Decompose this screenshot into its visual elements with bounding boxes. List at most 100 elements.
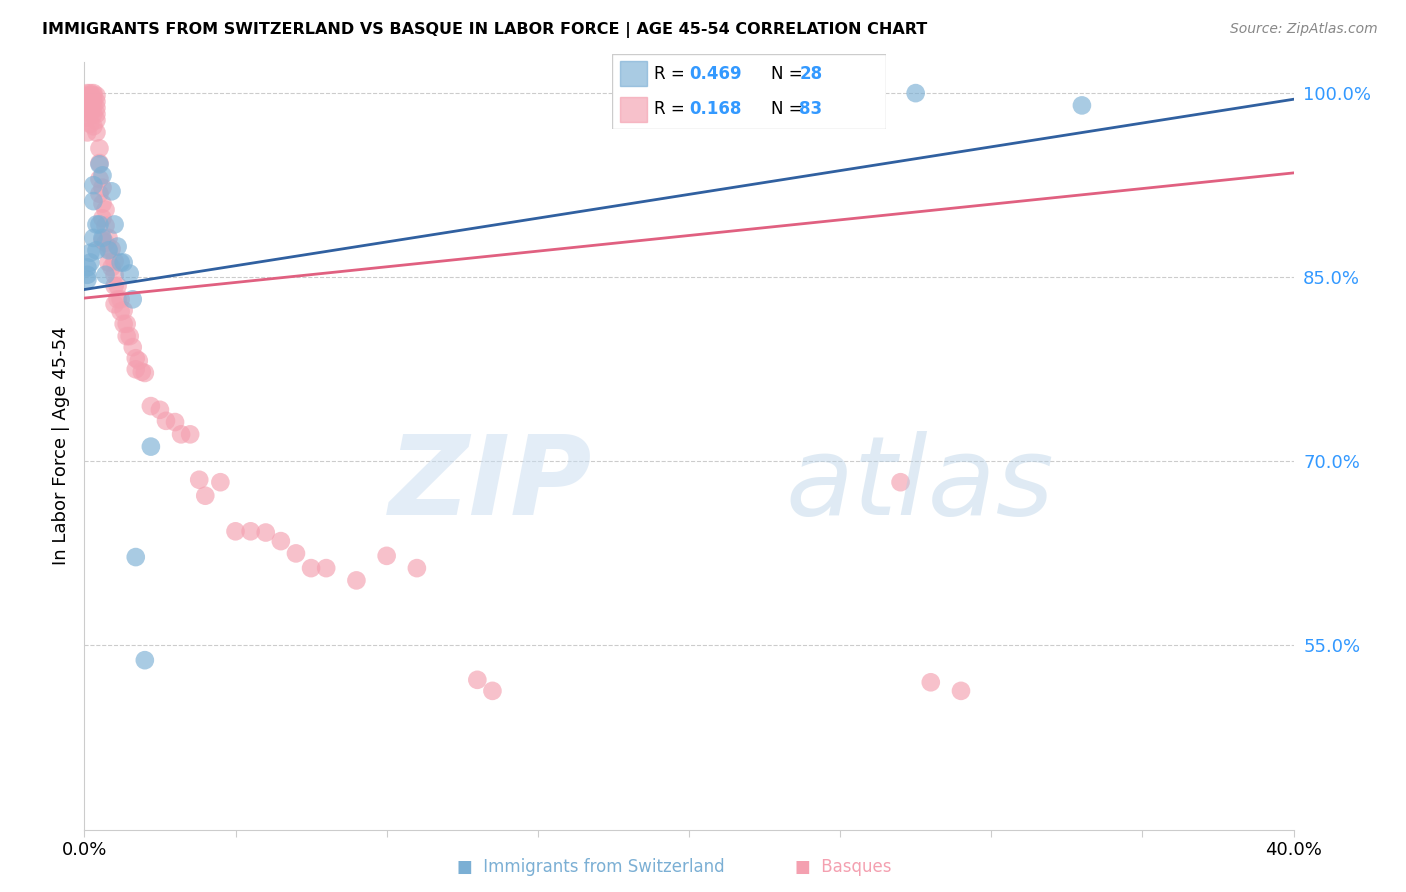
Point: [79, 95, 101, 109]
Bar: [620, 62, 647, 87]
Point: [920, 675, 942, 690]
Point: [100, 242, 122, 256]
Point: [121, 293, 143, 307]
Point: [155, 414, 177, 428]
Y-axis label: In Labor Force | Age 45-54: In Labor Force | Age 45-54: [52, 326, 70, 566]
FancyBboxPatch shape: [612, 54, 886, 129]
Point: [82, 107, 104, 121]
Point: [89, 156, 111, 170]
Point: [94, 268, 117, 282]
Text: R =: R =: [654, 100, 690, 118]
Point: [76, 273, 98, 287]
Point: [89, 157, 111, 171]
Text: atlas: atlas: [786, 431, 1054, 538]
Point: [82, 231, 104, 245]
Point: [86, 113, 108, 128]
Point: [110, 255, 132, 269]
Point: [285, 546, 308, 560]
Text: ■  Immigrants from Switzerland: ■ Immigrants from Switzerland: [457, 858, 724, 876]
Text: N =: N =: [770, 65, 807, 83]
Point: [107, 278, 129, 293]
Point: [76, 101, 98, 115]
Text: IMMIGRANTS FROM SWITZERLAND VS BASQUE IN LABOR FORCE | AGE 45-54 CORRELATION CHA: IMMIGRANTS FROM SWITZERLAND VS BASQUE IN…: [42, 22, 928, 38]
Point: [97, 231, 120, 245]
Point: [91, 231, 114, 245]
Point: [86, 95, 108, 109]
Point: [82, 98, 104, 112]
Point: [82, 120, 104, 134]
Point: [94, 235, 117, 250]
Point: [110, 293, 132, 307]
Text: 28: 28: [800, 65, 823, 83]
Point: [100, 260, 122, 275]
Point: [79, 86, 101, 100]
Point: [86, 125, 108, 139]
Point: [112, 303, 135, 318]
Point: [118, 267, 141, 281]
Point: [107, 293, 129, 307]
Point: [134, 653, 156, 667]
Point: [79, 88, 101, 103]
Point: [299, 561, 322, 575]
Point: [315, 561, 337, 575]
Point: [112, 255, 135, 269]
Point: [139, 399, 162, 413]
Point: [270, 534, 292, 549]
Point: [481, 684, 503, 698]
Text: N =: N =: [770, 100, 807, 118]
Point: [110, 304, 132, 318]
Point: [86, 218, 108, 232]
Point: [91, 234, 114, 248]
Point: [134, 366, 156, 380]
Point: [91, 169, 114, 183]
Point: [115, 329, 138, 343]
Point: [79, 245, 101, 260]
Text: 0.469: 0.469: [690, 65, 742, 83]
Point: [89, 141, 111, 155]
Point: [165, 415, 187, 429]
Point: [239, 524, 262, 539]
Point: [406, 561, 429, 575]
Point: [76, 95, 98, 109]
Bar: [620, 96, 647, 122]
Point: [375, 549, 398, 563]
Point: [890, 475, 912, 490]
Point: [97, 255, 120, 269]
Text: ZIP: ZIP: [388, 431, 592, 538]
Point: [950, 684, 973, 698]
Point: [125, 550, 148, 565]
Point: [104, 268, 127, 282]
Point: [97, 242, 120, 256]
Point: [79, 107, 101, 121]
Point: [89, 186, 111, 201]
Point: [76, 86, 98, 100]
Point: [97, 244, 120, 258]
Point: [89, 172, 111, 186]
Point: [104, 297, 127, 311]
Point: [100, 184, 122, 198]
Point: [209, 475, 232, 490]
Point: [82, 178, 104, 193]
Point: [91, 180, 114, 194]
Point: [128, 353, 150, 368]
Point: [170, 427, 193, 442]
Point: [86, 88, 108, 103]
Point: [91, 211, 114, 226]
Point: [121, 340, 143, 354]
Point: [118, 329, 141, 343]
Point: [149, 402, 172, 417]
Point: [76, 125, 98, 139]
Point: [188, 473, 211, 487]
Point: [86, 101, 108, 115]
Point: [139, 440, 162, 454]
Point: [89, 218, 111, 232]
Point: [467, 673, 489, 687]
Point: [904, 86, 927, 100]
Point: [125, 351, 148, 366]
Point: [125, 362, 148, 376]
Point: [79, 101, 101, 115]
Point: [91, 196, 114, 211]
Point: [79, 255, 101, 269]
Text: 0.168: 0.168: [690, 100, 742, 118]
Text: Source: ZipAtlas.com: Source: ZipAtlas.com: [1230, 22, 1378, 37]
